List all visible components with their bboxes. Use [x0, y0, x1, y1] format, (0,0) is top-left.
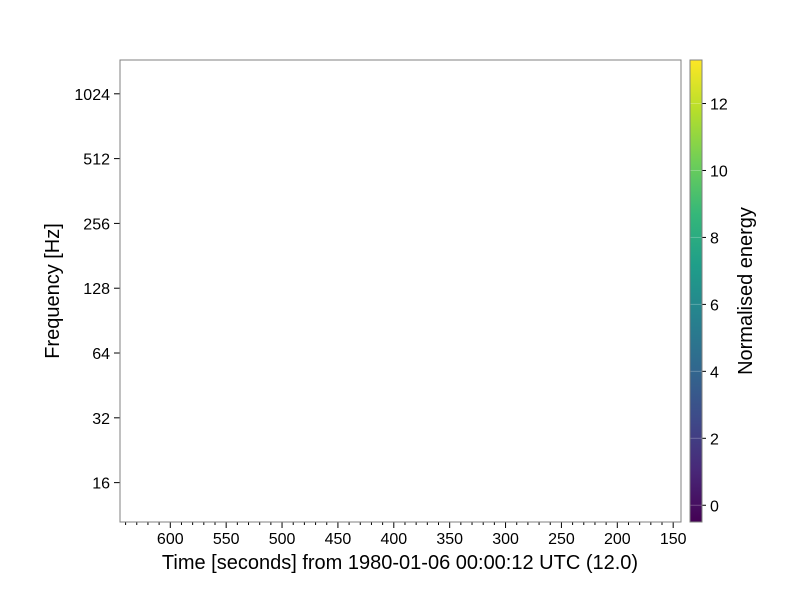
plot-frame — [119, 59, 682, 523]
colorbar: 0 2 4 6 8 10 12 Normalised energy — [689, 59, 757, 523]
y-axis: 16 32 64 128 256 512 1024 — [74, 87, 120, 493]
y-axis-label: Frequency [Hz] — [42, 223, 64, 359]
colorbar-tick-label: 4 — [710, 364, 719, 381]
y-tick-label: 256 — [83, 216, 110, 233]
x-tick-label: 250 — [548, 531, 575, 548]
x-tick-label: 200 — [604, 531, 631, 548]
colorbar-gradient — [690, 60, 702, 522]
colorbar-ticks: 0 2 4 6 8 10 12 — [690, 97, 728, 515]
y-tick-label: 128 — [83, 281, 110, 298]
x-axis-label: Time [seconds] from 1980-01-06 00:00:12 … — [162, 552, 638, 574]
colorbar-label: Normalised energy — [735, 207, 757, 375]
y-tick-label: 16 — [92, 476, 110, 493]
y-tick-label: 512 — [83, 152, 110, 169]
x-tick-label: 300 — [492, 531, 519, 548]
colorbar-tick-label: 2 — [710, 431, 719, 448]
x-tick-label: 550 — [213, 531, 240, 548]
plot-area — [120, 60, 681, 522]
x-axis: 600 550 500 450 400 350 300 250 200 150 — [125, 522, 687, 548]
colorbar-tick-label: 0 — [710, 498, 719, 515]
x-tick-label: 150 — [660, 531, 687, 548]
colorbar-tick-label: 6 — [710, 297, 719, 314]
colorbar-tick-label: 10 — [710, 163, 728, 180]
colorbar-frame — [689, 59, 703, 523]
x-tick-label: 450 — [325, 531, 352, 548]
colorbar-tick-label: 8 — [710, 230, 719, 247]
y-tick-label: 1024 — [74, 87, 110, 104]
x-tick-label: 500 — [269, 531, 296, 548]
y-tick-label: 32 — [92, 411, 110, 428]
x-tick-label: 400 — [380, 531, 407, 548]
colorbar-tick-label: 12 — [710, 97, 728, 114]
x-tick-label: 350 — [436, 531, 463, 548]
x-tick-label: 600 — [157, 531, 184, 548]
y-tick-label: 64 — [92, 346, 110, 363]
